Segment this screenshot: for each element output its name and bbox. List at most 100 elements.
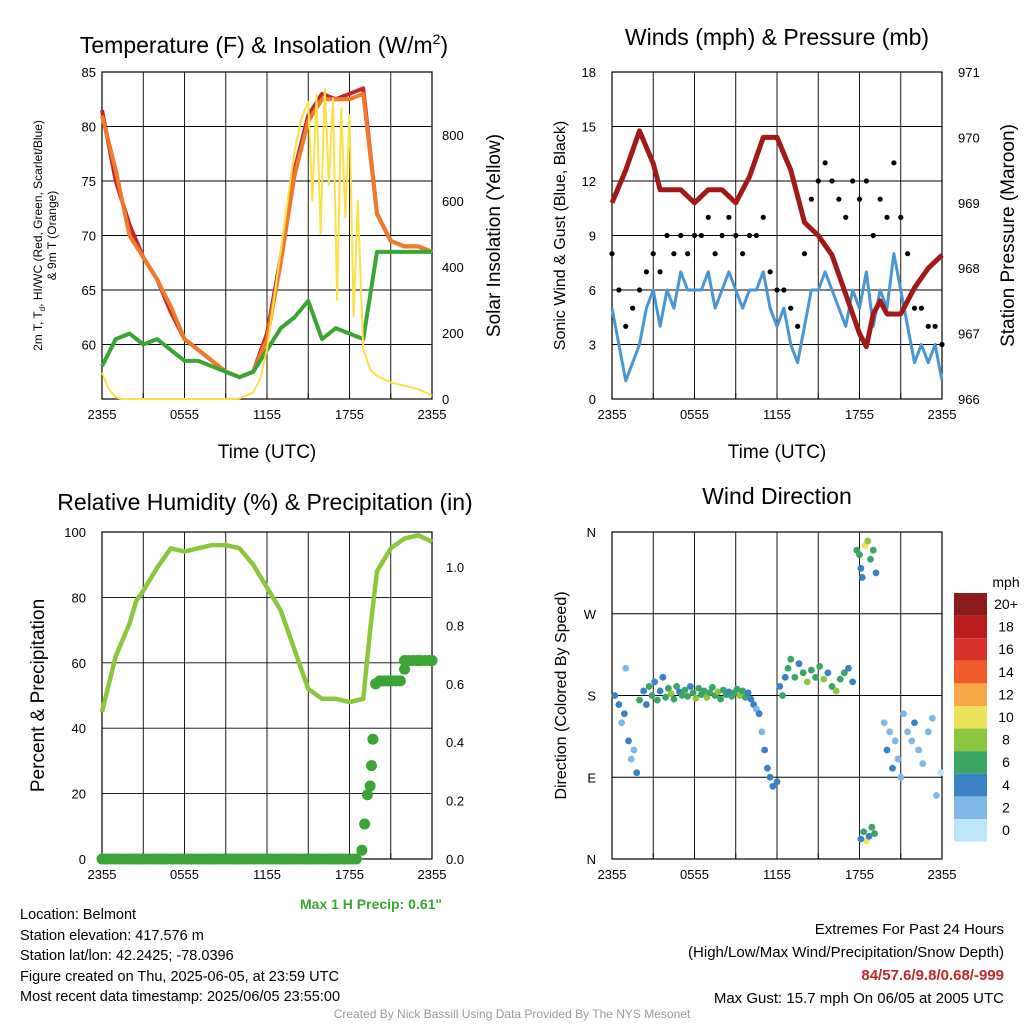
colorbar-label: 10 — [998, 709, 1014, 725]
direction-point — [633, 769, 641, 777]
direction-point — [787, 655, 795, 663]
y-tick-label: 60 — [72, 656, 86, 671]
direction-point — [871, 830, 879, 837]
precip-point — [423, 654, 435, 666]
direction-point — [758, 728, 766, 736]
direction-point — [739, 687, 747, 695]
direction-point — [763, 764, 771, 772]
y-right-tick-label: 0 — [442, 392, 449, 407]
direction-point — [681, 686, 689, 694]
colorbar-label: 4 — [1002, 777, 1010, 793]
gust-point — [774, 287, 780, 293]
x-tick-label: 0555 — [170, 407, 199, 422]
x-tick-label: 1755 — [845, 867, 874, 882]
gust-point — [726, 214, 732, 220]
precip-point — [367, 733, 379, 745]
direction-point — [795, 660, 803, 668]
gust-point — [719, 232, 725, 239]
direction-point — [684, 693, 692, 700]
direction-point — [880, 719, 888, 727]
colorbar-label: 14 — [998, 664, 1014, 680]
colorbar-label: 6 — [1002, 754, 1010, 770]
station-location: Location: Belmont — [20, 907, 137, 923]
colorbar-swatch — [954, 706, 987, 729]
y-tick-label: 60 — [82, 338, 96, 353]
y-tick-label: 75 — [82, 174, 96, 189]
y-right-tick-label: 968 — [958, 261, 980, 276]
direction-point — [662, 693, 670, 701]
direction-point — [611, 692, 619, 699]
gust-point — [740, 251, 746, 257]
y-right-tick-label: 0.8 — [446, 618, 464, 633]
x-tick-label: 2355 — [418, 407, 447, 422]
direction-point — [889, 764, 896, 772]
y-tick-label: 80 — [82, 120, 96, 135]
x-tick-label: 2355 — [928, 407, 957, 422]
gust-point — [863, 178, 869, 184]
gust-point — [939, 341, 945, 348]
colorbar-label: 0 — [1002, 822, 1010, 838]
gust-point — [905, 251, 911, 257]
direction-point — [622, 664, 630, 672]
x-tick-label: 1155 — [763, 867, 791, 882]
y-right-axis-label: Station Pressure (Maroon) — [998, 124, 1019, 347]
y-right-tick-label: 400 — [442, 260, 464, 275]
direction-point — [799, 669, 807, 677]
colorbar-label: 8 — [1002, 732, 1010, 748]
direction-point — [857, 835, 865, 843]
gust-point — [781, 287, 787, 293]
colorbar-swatch — [954, 796, 987, 819]
y-right-tick-label: 967 — [958, 327, 980, 342]
precip-point — [350, 853, 362, 865]
y-right-tick-label: 0.2 — [446, 794, 464, 809]
extremes-heading: Extremes For Past 24 Hours — [814, 921, 1004, 938]
direction-point — [867, 555, 874, 563]
gust-point — [767, 269, 773, 275]
y-tick-label: 100 — [64, 525, 86, 540]
gust-point — [623, 323, 629, 329]
gust-point — [671, 251, 677, 257]
colorbar-swatch — [954, 683, 987, 706]
y-axis-label: Percent & Precipitation — [28, 599, 49, 792]
recent-timestamp: Most recent data timestamp: 2025/06/05 2… — [20, 989, 341, 1005]
gust-point — [877, 196, 883, 202]
gust-point — [870, 232, 876, 239]
y-right-tick-label: 1.0 — [446, 560, 464, 575]
direction-point — [714, 688, 722, 696]
gust-point — [712, 251, 718, 257]
extremes-block: Extremes For Past 24 Hours (High/Low/Max… — [688, 918, 1004, 1010]
direction-point — [911, 719, 918, 727]
direction-point — [708, 683, 716, 691]
direction-point — [897, 773, 905, 781]
direction-point — [924, 728, 932, 736]
precip-point — [361, 789, 373, 801]
station-latlon: Station lat/lon: 42.2425; -78.0396 — [20, 948, 234, 964]
direction-point — [894, 755, 902, 763]
direction-point — [857, 564, 865, 572]
x-tick-label: 1155 — [253, 407, 281, 422]
gust-point — [815, 178, 821, 184]
y-right-tick-label: 970 — [958, 130, 980, 145]
gust-point — [884, 214, 890, 220]
direction-point — [776, 683, 784, 690]
gust-point — [911, 305, 918, 311]
station-info: Location: Belmont Station elevation: 417… — [20, 905, 340, 1008]
precip-point — [394, 675, 406, 687]
gust-point — [691, 232, 698, 239]
y-tick-label: 20 — [72, 787, 86, 802]
direction-point — [706, 689, 714, 697]
direction-point — [651, 678, 659, 686]
direction-point — [904, 728, 912, 736]
direction-point — [615, 701, 623, 708]
direction-point — [781, 673, 789, 681]
x-tick-label: 2355 — [88, 867, 117, 882]
y-tick-label: 0 — [589, 392, 596, 407]
y-tick-label: 15 — [582, 120, 596, 135]
direction-point — [773, 778, 781, 786]
y-right-tick-label: 800 — [442, 128, 464, 143]
direction-point — [695, 684, 703, 692]
direction-point — [664, 684, 672, 692]
x-tick-label: 2355 — [418, 867, 447, 882]
x-axis-label: Time (UTC) — [218, 442, 317, 463]
direction-point — [849, 678, 857, 686]
